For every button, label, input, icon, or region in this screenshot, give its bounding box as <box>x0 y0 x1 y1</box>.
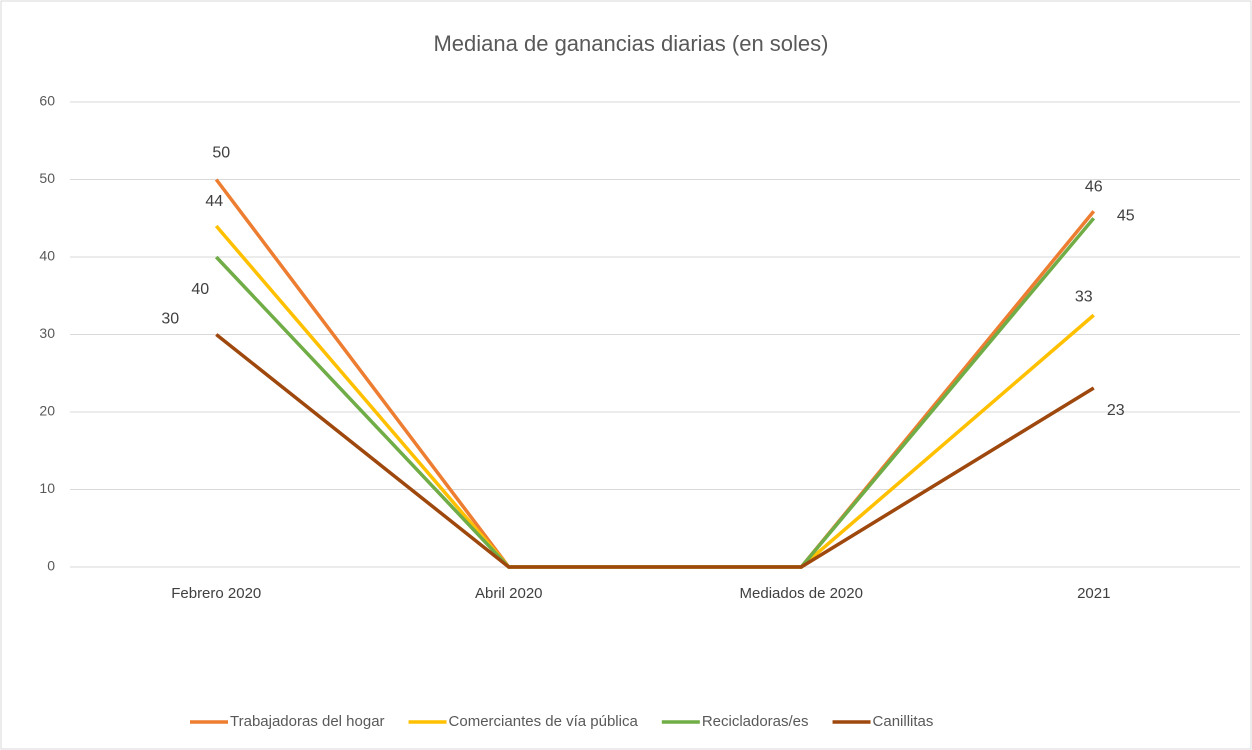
legend-label: Comerciantes de vía pública <box>449 713 639 730</box>
chart-title: Mediana de ganancias diarias (en soles) <box>433 31 828 56</box>
data-label: 44 <box>205 193 223 210</box>
legend-label: Canillitas <box>873 713 934 730</box>
x-tick-label: Mediados de 2020 <box>740 585 863 602</box>
y-tick-label: 10 <box>39 480 55 496</box>
y-tick-label: 0 <box>47 558 55 574</box>
line <box>215 333 1095 569</box>
data-label: 30 <box>161 311 179 328</box>
x-tick-label: Abril 2020 <box>475 585 543 602</box>
data-label: 50 <box>212 145 230 162</box>
legend-label: Trabajadoras del hogar <box>230 713 385 730</box>
x-tick-label: Febrero 2020 <box>171 585 261 602</box>
x-tick-label: 2021 <box>1077 585 1110 602</box>
data-label: 46 <box>1085 178 1103 195</box>
y-tick-label: 20 <box>39 403 55 419</box>
y-tick-label: 60 <box>39 93 55 109</box>
legend-label: Recicladoras/es <box>702 713 809 730</box>
y-tick-label: 40 <box>39 248 55 264</box>
data-label: 23 <box>1107 402 1125 419</box>
y-tick-label: 50 <box>39 170 55 186</box>
data-label: 40 <box>191 281 209 298</box>
data-label: 33 <box>1075 288 1093 305</box>
data-label: 45 <box>1117 207 1135 224</box>
y-tick-label: 30 <box>39 325 55 341</box>
